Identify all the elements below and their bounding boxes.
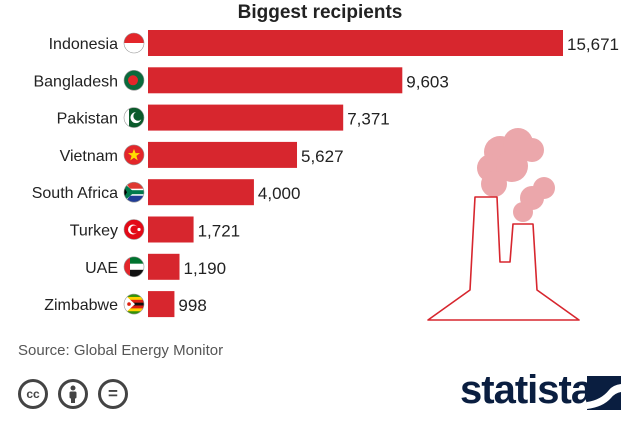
power-plant-icon bbox=[427, 128, 580, 321]
category-label: UAE bbox=[85, 260, 118, 277]
statista-mark-icon bbox=[587, 376, 621, 410]
value-label: 1,721 bbox=[198, 222, 241, 241]
indonesia-flag-icon bbox=[123, 32, 145, 54]
bar bbox=[148, 291, 175, 318]
bar bbox=[148, 253, 180, 280]
bar-chart: Indonesia 15,671 Bangladesh 9,603 Pakistan 7,… bbox=[32, 30, 619, 321]
bar bbox=[148, 141, 298, 168]
zimbabwe-flag-icon bbox=[123, 293, 145, 315]
bar bbox=[148, 30, 563, 56]
attribution-icon[interactable] bbox=[58, 379, 88, 409]
source-note: Source: Global Energy Monitor bbox=[18, 342, 224, 359]
bar bbox=[148, 104, 344, 131]
value-label: 9,603 bbox=[406, 72, 449, 91]
category-label: Indonesia bbox=[49, 36, 118, 53]
bangladesh-flag-icon bbox=[123, 70, 145, 91]
south-africa-flag-icon bbox=[123, 181, 145, 203]
bar bbox=[148, 179, 254, 206]
value-label: 1,190 bbox=[184, 259, 227, 278]
bar bbox=[148, 67, 403, 94]
uae-flag-icon bbox=[123, 256, 145, 278]
category-label: Bangladesh bbox=[33, 73, 118, 90]
category-label: Pakistan bbox=[57, 111, 118, 128]
vietnam-flag-icon bbox=[123, 144, 145, 166]
value-label: 15,671 bbox=[567, 35, 619, 54]
category-label: Vietnam bbox=[60, 148, 118, 165]
category-label: South Africa bbox=[32, 185, 118, 202]
value-label: 5,627 bbox=[301, 147, 344, 166]
pakistan-flag-icon bbox=[123, 107, 145, 128]
category-label: Zimbabwe bbox=[44, 297, 118, 314]
value-label: 7,371 bbox=[347, 110, 390, 129]
value-label: 998 bbox=[178, 296, 206, 315]
cc-icon[interactable]: cc bbox=[18, 379, 48, 409]
bar bbox=[148, 216, 194, 243]
turkey-flag-icon bbox=[123, 219, 145, 240]
no-derivatives-icon[interactable]: = bbox=[98, 379, 128, 409]
statista-logo[interactable]: statista bbox=[460, 368, 593, 412]
value-label: 4,000 bbox=[258, 184, 301, 203]
category-label: Turkey bbox=[70, 223, 118, 240]
chart-title: Biggest recipients bbox=[237, 2, 403, 23]
